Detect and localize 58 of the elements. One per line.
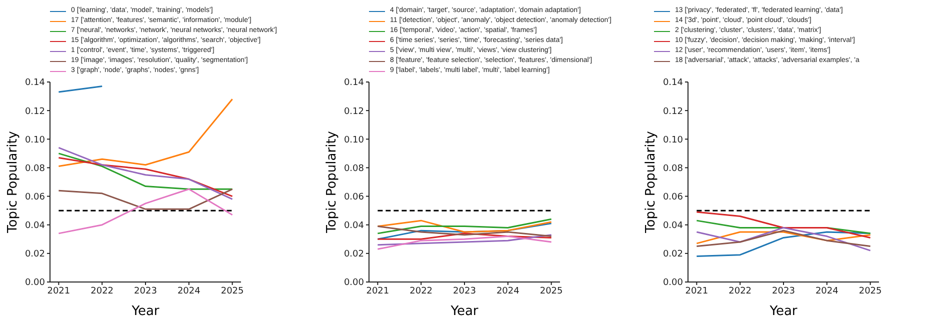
y-tick-label: 0.14 — [662, 78, 684, 88]
y-axis-title: Topic Popularity — [324, 130, 340, 234]
x-tick-label: 2024 — [177, 286, 201, 296]
y-tick-label: 0.02 — [24, 250, 45, 260]
x-tick-label: 2021 — [47, 286, 70, 296]
y-tick-label: 0.10 — [662, 135, 684, 146]
y-tick-label: 0.12 — [662, 106, 683, 117]
line-series — [58, 156, 234, 198]
y-tick-label: 0.12 — [24, 106, 45, 117]
line-series — [58, 188, 234, 234]
x-tick-label: 2022 — [728, 286, 752, 296]
y-tick-label: 0.06 — [344, 192, 364, 202]
y-tick-label: 0.10 — [344, 135, 364, 146]
y-axis-title: Topic Popularity — [644, 130, 659, 234]
line-series — [58, 188, 234, 210]
x-tick-label: 2022 — [410, 286, 433, 296]
line-series — [696, 230, 872, 248]
y-tick-label: 0.14 — [344, 78, 364, 88]
y-tick-label: 0.12 — [344, 106, 364, 117]
line-series — [58, 152, 234, 190]
y-tick-label: 0.08 — [344, 164, 364, 174]
line-series — [696, 231, 872, 244]
y-tick-label: 0.06 — [24, 192, 46, 202]
line-series — [58, 98, 234, 168]
y-tick-label: 0.04 — [344, 221, 364, 232]
y-tick-label: 0.00 — [662, 278, 684, 288]
line-series — [58, 146, 234, 200]
y-tick-label: 0.00 — [24, 278, 46, 288]
y-axis-title: Topic Popularity — [6, 130, 21, 234]
x-tick-label: 2024 — [815, 286, 839, 296]
y-tick-label: 0.14 — [24, 78, 46, 88]
x-tick-label: 2025 — [540, 286, 563, 296]
x-tick-label: 2023 — [772, 286, 795, 296]
y-tick-label: 0.04 — [24, 221, 46, 232]
x-axis-title: Year — [130, 304, 160, 319]
line-series — [376, 226, 552, 238]
x-tick-label: 2023 — [134, 286, 157, 296]
x-axis-title: Year — [768, 304, 798, 319]
y-tick-label: 0.06 — [662, 192, 684, 202]
line-series — [376, 234, 552, 246]
y-tick-label: 0.02 — [344, 250, 364, 260]
y-tick-label: 0.02 — [662, 250, 683, 260]
y-tick-label: 0.08 — [662, 164, 684, 174]
x-tick-label: 2025 — [220, 286, 244, 296]
line-series — [376, 236, 552, 250]
x-tick-label: 2022 — [90, 286, 114, 296]
x-tick-label: 2021 — [685, 286, 708, 296]
y-tick-label: 0.00 — [344, 278, 364, 288]
y-tick-label: 0.08 — [24, 164, 46, 174]
x-axis-title: Year — [450, 304, 479, 319]
x-tick-label: 2021 — [366, 286, 390, 296]
x-tick-label: 2023 — [453, 286, 476, 296]
line-series — [696, 226, 872, 252]
y-tick-label: 0.04 — [662, 221, 684, 232]
x-tick-label: 2024 — [496, 286, 520, 296]
y-tick-label: 0.10 — [24, 135, 46, 146]
line-series — [696, 211, 872, 238]
x-tick-label: 2025 — [858, 286, 882, 296]
